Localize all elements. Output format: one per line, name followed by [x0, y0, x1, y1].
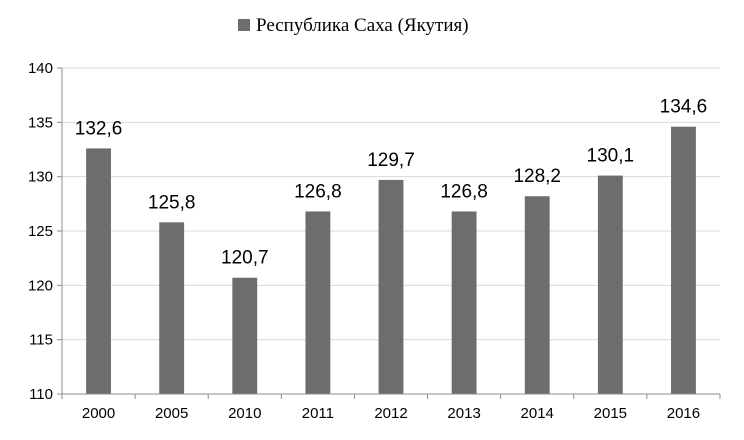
bar-2016 [671, 126, 696, 395]
x-tick-label: 2005 [155, 405, 188, 422]
y-tick-label: 140 [28, 60, 53, 77]
legend-label: Республика Саха (Якутия) [256, 15, 469, 36]
x-tick-label: 2000 [82, 405, 115, 422]
bars [86, 126, 696, 395]
bar-2000 [86, 148, 111, 394]
data-labels: 132,6 125,8 120,7 126,8 129,7 126,8 128,2 130,1… [75, 97, 707, 269]
data-label-2015: 130,1 [587, 146, 635, 167]
x-tick-label: 2010 [228, 405, 261, 422]
data-label-2011: 126,8 [294, 181, 342, 202]
x-tick-label: 2014 [521, 405, 554, 422]
bar-2013 [451, 211, 477, 394]
y-tick-label: 115 [29, 332, 53, 349]
x-tick-label: 2015 [594, 405, 627, 422]
x-axis-ticks: 2000 2005 2010 2011 2012 2013 2014 2015 2016 [61, 394, 721, 422]
x-tick-label: 2011 [302, 405, 334, 422]
bar-2011 [305, 211, 331, 394]
bar-2012 [378, 179, 404, 394]
y-tick-label: 125 [28, 223, 53, 240]
x-tick-label: 2012 [374, 405, 407, 422]
data-label-2005: 125,8 [148, 192, 196, 213]
y-tick-label: 130 [28, 169, 53, 186]
data-label-2010: 120,7 [221, 248, 269, 269]
data-label-2013: 126,8 [440, 181, 488, 202]
y-tick-label: 120 [28, 277, 53, 294]
bar-2014 [524, 196, 550, 394]
y-axis-ticks: 110 115 120 125 130 135 140 [28, 60, 62, 403]
x-tick-label: 2016 [667, 405, 700, 422]
bar-2010 [232, 277, 258, 394]
legend: Республика Саха (Якутия) [238, 15, 469, 36]
y-tick-label: 110 [29, 386, 53, 403]
y-tick-label: 135 [28, 114, 53, 131]
bar-2015 [597, 175, 623, 394]
data-label-2014: 128,2 [513, 166, 561, 187]
data-label-2016: 134,6 [660, 97, 708, 118]
bar-2005 [159, 222, 185, 394]
data-label-2000: 132,6 [75, 118, 123, 139]
data-label-2012: 129,7 [367, 150, 415, 171]
legend-swatch [238, 19, 250, 31]
x-tick-label: 2013 [447, 405, 480, 422]
